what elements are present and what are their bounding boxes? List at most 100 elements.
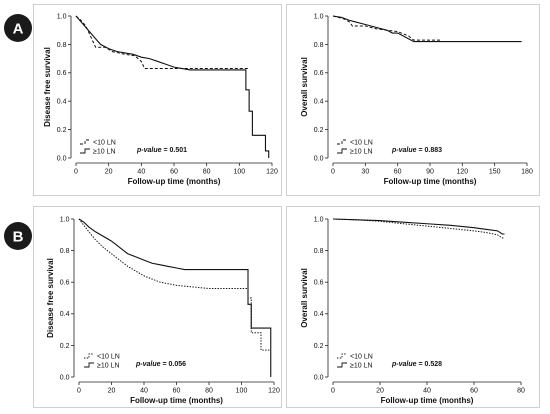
- chart-A-dfs: 0.0 0.2 0.4 0.6 0.8 1.0 0 20 40 60 80 100 120 Follow-…: [43, 13, 278, 186]
- legend-label: ≥10 LN: [97, 363, 120, 370]
- y-tick-label: 0.8: [60, 248, 70, 255]
- p-value-label: p-value: [136, 147, 162, 154]
- legend-label: ≥10 LN: [93, 149, 116, 156]
- x-tick-label: 30: [361, 169, 369, 176]
- legend-swatch: [84, 362, 94, 368]
- badge-A-circle: [4, 14, 32, 42]
- p-value-label: p-value: [391, 361, 417, 368]
- y-tick-label: 0.6: [60, 280, 70, 287]
- x-tick-label: 60: [170, 169, 178, 176]
- y-tick-label: 0.2: [314, 127, 324, 134]
- y-tick-label: 0.4: [314, 99, 324, 106]
- series-line-lt10ln: [75, 15, 250, 70]
- series-line-ge10ln: [78, 218, 272, 377]
- x-tick-label: 0: [331, 388, 335, 395]
- x-tick-label: 20: [376, 388, 384, 395]
- x-axis-label: Follow-up time (months): [381, 396, 474, 405]
- series-line-ge10ln: [332, 15, 522, 43]
- x-tick-label: 60: [173, 388, 181, 395]
- y-axis-label: Overall survival: [300, 268, 309, 328]
- legend-label: ≥10 LN: [350, 363, 373, 370]
- y-tick-label: 0.6: [57, 70, 67, 77]
- y-tick-label: 0.0: [57, 155, 67, 162]
- x-tick-label: 120: [268, 388, 280, 395]
- panel-A-left-frame: [33, 4, 282, 196]
- legend: <10 LN ≥10 LN: [84, 354, 120, 370]
- y-tick-label: 0.0: [60, 374, 70, 381]
- x-axis-label: Follow-up time (months): [130, 396, 223, 405]
- series-line-lt10ln: [78, 218, 271, 351]
- y-tick-label: 1.0: [60, 216, 70, 223]
- y-tick-label: 0.8: [314, 42, 324, 49]
- x-tick-label: 40: [137, 169, 145, 176]
- legend-swatch: [337, 139, 347, 145]
- x-axis-label: Follow-up time (months): [128, 177, 221, 186]
- x-tick-label: 180: [521, 169, 533, 176]
- legend-label: <10 LN: [97, 354, 120, 361]
- p-value-label: p-value: [135, 361, 161, 368]
- y-tick-label: 1.0: [57, 13, 67, 20]
- y-tick-label: 0.8: [57, 42, 67, 49]
- y-tick-label: 0.0: [314, 374, 324, 381]
- legend-label: ≥10 LN: [350, 149, 373, 156]
- charts-layer: 0.00.20.40.60.81.00 20 40 60 80 100 120Follow-…: [43, 13, 533, 405]
- legend-swatch: [80, 148, 90, 154]
- p-value-number: = 0.056: [161, 361, 187, 368]
- x-tick-label: 60: [470, 388, 478, 395]
- y-axis-label: Overall survival: [300, 57, 309, 117]
- y-tick-label: 0.2: [314, 343, 324, 350]
- legend-label: <10 LN: [93, 140, 116, 147]
- y-tick-label: 0.6: [314, 280, 324, 287]
- x-tick-label: 80: [205, 388, 213, 395]
- badge-B-circle: [4, 222, 32, 250]
- x-tick-label: 0: [77, 388, 81, 395]
- x-tick-label: 90: [426, 169, 434, 176]
- p-value-label: p-value: [391, 147, 417, 154]
- p-value-number: = 0.528: [417, 361, 443, 368]
- y-axis-label: Disease free survival: [46, 258, 55, 338]
- x-tick-label: 120: [456, 169, 468, 176]
- legend-label: <10 LN: [350, 140, 373, 147]
- y-tick-label: 0.6: [314, 70, 324, 77]
- badge-B-letter: B: [13, 229, 24, 246]
- legend-swatch: [337, 362, 347, 368]
- legend-label: <10 LN: [350, 354, 373, 361]
- legend: <10 LN ≥10 LN: [337, 140, 373, 156]
- y-tick-label: 0.4: [57, 99, 67, 106]
- series-line-lt10ln: [332, 15, 441, 41]
- panel-badge-A: A: [4, 14, 32, 42]
- legend-swatch: [337, 353, 347, 359]
- y-tick-label: 0.4: [314, 311, 324, 318]
- p-value-annotation: p-value = 0.883: [391, 147, 442, 154]
- x-tick-label: 100: [236, 388, 248, 395]
- legend-swatch: [337, 148, 347, 154]
- x-tick-label: 120: [266, 169, 278, 176]
- p-value-annotation: p-value = 0.501: [136, 147, 187, 154]
- x-tick-label: 150: [489, 169, 501, 176]
- p-value-annotation: p-value = 0.056: [135, 361, 186, 368]
- series-line-ge10ln: [75, 15, 270, 158]
- x-tick-label: 80: [203, 169, 211, 176]
- legend-swatch: [84, 353, 94, 359]
- x-tick-label: 40: [423, 388, 431, 395]
- panel-B-left-frame: [33, 206, 282, 408]
- y-tick-label: 0.0: [314, 155, 324, 162]
- x-tick-label: 20: [108, 388, 116, 395]
- x-tick-label: 0: [331, 169, 335, 176]
- y-tick-label: 0.2: [57, 127, 67, 134]
- legend-swatch: [80, 139, 90, 145]
- x-axis-label: Follow-up time (months): [384, 177, 477, 186]
- x-tick-label: 80: [517, 388, 525, 395]
- chart-B-dfs: 0.0 0.2 0.4 0.6 0.8 1.0 0 20 40 60 80 100 120 Follow-…: [46, 216, 280, 405]
- y-tick-label: 0.4: [60, 311, 70, 318]
- y-tick-label: 1.0: [314, 13, 324, 20]
- chart-A-os: 0.0 0.2 0.4 0.6 0.8 1.0 0 30 60 90 120 150 180 Follow…: [300, 13, 533, 186]
- p-value-number: = 0.883: [417, 147, 443, 154]
- p-value-number: = 0.501: [162, 147, 188, 154]
- badge-A-letter: A: [13, 21, 24, 38]
- p-value-annotation: p-value = 0.528: [391, 361, 442, 368]
- y-tick-label: 1.0: [314, 216, 324, 223]
- y-tick-label: 0.8: [314, 248, 324, 255]
- x-tick-label: 20: [105, 169, 113, 176]
